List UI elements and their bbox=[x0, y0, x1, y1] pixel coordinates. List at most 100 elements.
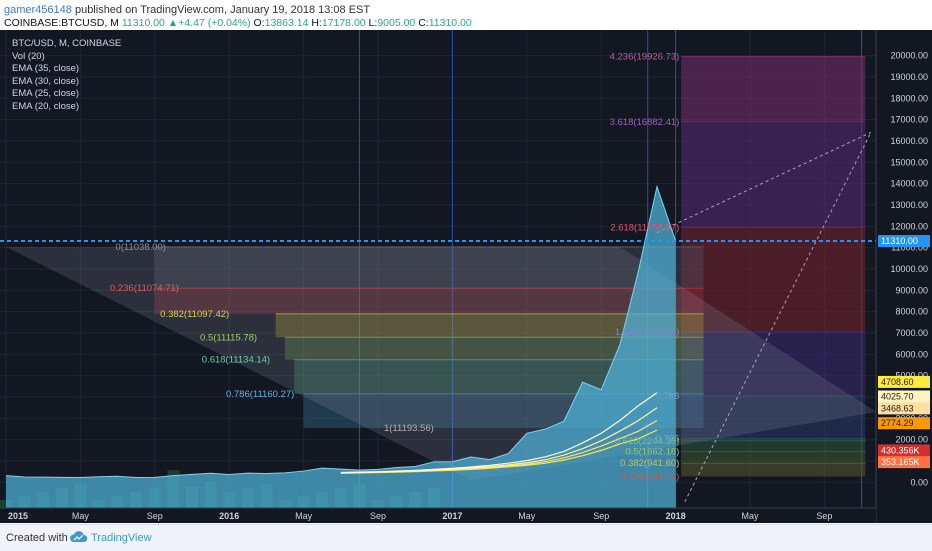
tradingview-cloud-icon[interactable] bbox=[68, 530, 88, 544]
legend-item-vol[interactable]: Vol (20) bbox=[12, 50, 45, 62]
published-text: published on TradingView.com, January 19… bbox=[74, 4, 371, 16]
fib-extension-label: 0.786 bbox=[656, 434, 680, 445]
fib-extension-label: 1.618(7028.93) bbox=[615, 327, 679, 338]
time-axis-tick-label: Sep bbox=[816, 511, 832, 521]
fib-extension-label: 4.236(19926.73) bbox=[610, 52, 680, 63]
open-label: O: bbox=[253, 17, 265, 29]
fib-extension-label: 3.618(16882.41) bbox=[610, 117, 680, 128]
price-series bbox=[0, 184, 876, 508]
price-axis-tick-label: 19000.00 bbox=[890, 72, 928, 82]
ema30-badge: 3468.63 bbox=[881, 403, 914, 413]
tradingview-brand-link[interactable]: TradingView bbox=[91, 532, 152, 544]
volume-badge-1: 430.356K bbox=[881, 445, 920, 455]
price-chart[interactable]: 0(11038.00) 0.236(11074.71) 0.382(11097.42… bbox=[0, 30, 932, 523]
price-line bbox=[5, 184, 677, 478]
fib-retracement-label: 0(11038.00) bbox=[115, 242, 166, 253]
fib-extension-band bbox=[681, 438, 866, 441]
time-axis-background bbox=[0, 508, 876, 523]
ema35-badge: 2774.29 bbox=[881, 418, 914, 428]
fib-labels: 0(11038.00) 0.236(11074.71) 0.382(11097.42… bbox=[110, 52, 679, 483]
publish-line: gamer456148 published on TradingView.com… bbox=[4, 4, 370, 16]
time-axis-tick-label: Sep bbox=[147, 511, 163, 521]
fib-extension-band bbox=[681, 395, 866, 439]
time-axis-tick-label: May bbox=[72, 511, 90, 521]
price-area bbox=[6, 186, 676, 508]
price-axis-tick-label: 9000.00 bbox=[895, 285, 928, 295]
time-axis-tick-label: May bbox=[518, 511, 536, 521]
price-axis-tick-label: 10000.00 bbox=[890, 264, 928, 274]
author-link[interactable]: gamer456148 bbox=[4, 4, 72, 16]
fib-extension-label: 2.618(11955.67) bbox=[610, 222, 679, 233]
price-axis-tick-label: 17000.00 bbox=[890, 115, 928, 125]
fib-extension-band bbox=[681, 227, 866, 332]
fib-retracement-label: 0.236(11074.71) bbox=[110, 283, 179, 294]
ohlc-line: COINBASE:BTCUSD, M 11310.00 ▲+4.47 (+0.0… bbox=[4, 17, 472, 29]
price-axis-background bbox=[876, 30, 932, 523]
fib-extension-zones bbox=[681, 56, 866, 477]
ema-line bbox=[340, 392, 658, 474]
volume-badge-2-bg bbox=[878, 456, 930, 469]
publish-header: gamer456148 published on TradingView.com… bbox=[0, 0, 932, 30]
low-label: L: bbox=[368, 17, 378, 29]
fib-retracement-label: 0.786(11160.27) bbox=[226, 389, 294, 400]
created-with-text: Created with bbox=[6, 532, 68, 544]
legend-title: BTC/USD, M, COINBASE bbox=[12, 38, 122, 49]
fib-extension-band bbox=[681, 440, 866, 452]
fib-extension-label: 0.786 bbox=[656, 391, 680, 402]
ema20-badge: 4708.60 bbox=[881, 377, 914, 387]
ema25-badge-bg bbox=[878, 390, 930, 403]
price-axis-tick-label: 18000.00 bbox=[890, 93, 928, 103]
legend-item-ema25[interactable]: EMA (25, close) bbox=[12, 88, 80, 99]
chart-legend: BTC/USD, M, COINBASE Vol (20) EMA (35, c… bbox=[12, 38, 121, 113]
fib-extension-band bbox=[681, 121, 866, 228]
chart-area[interactable]: 0(11038.00) 0.236(11074.71) 0.382(11097.42… bbox=[0, 30, 932, 523]
high-label: H: bbox=[311, 17, 322, 29]
price-axis-tick-label: 16000.00 bbox=[890, 136, 928, 146]
price-axis-tick-label: 0.00 bbox=[910, 477, 928, 487]
time-axis-tick-label: Sep bbox=[370, 511, 386, 521]
fib-extension-label: 0.618(2244.36) bbox=[615, 436, 679, 447]
dashed-trend-line bbox=[684, 132, 872, 502]
up-arrow-icon: ▲ bbox=[167, 17, 179, 29]
open-value: 13863.14 bbox=[264, 17, 309, 29]
time-axis-tick-label: May bbox=[741, 511, 759, 521]
fib-extension-band bbox=[681, 451, 866, 464]
fib-retracement-label: 0.618(11134.14) bbox=[202, 355, 270, 366]
ema-lines bbox=[340, 392, 658, 474]
fib-extension-band bbox=[681, 463, 866, 477]
time-axis-tick-label: Sep bbox=[593, 511, 609, 521]
fib-retracement-band bbox=[285, 337, 704, 360]
time-axis-tick-label: 2017 bbox=[442, 511, 462, 521]
fib-extension-band bbox=[681, 56, 866, 122]
fib-extension-label: 0.382(941.60) bbox=[620, 458, 679, 469]
legend-item-ema20[interactable]: EMA (20, close) bbox=[12, 100, 80, 112]
fib-extension-label: 0.5(1662.18) bbox=[625, 446, 679, 457]
time-axis[interactable]: 2015 May Sep 2016 May Sep 2017 May Sep 2018 May Sep bbox=[0, 507, 876, 523]
price-axis-tick-label: 5000.00 bbox=[895, 371, 928, 381]
price-axis-tick-label: 14000.00 bbox=[890, 179, 928, 189]
fib-retracement-label: 0.382(11097.42) bbox=[160, 309, 229, 320]
ema25-badge: 4025.70 bbox=[881, 392, 914, 402]
current-price-badge: 11310.00 bbox=[881, 236, 918, 246]
price-axis-tick-label: 15000.00 bbox=[890, 157, 928, 167]
fib-retracement-label: 0.5(11115.78) bbox=[200, 332, 257, 343]
volume-badge-2: 353.165K bbox=[881, 457, 920, 467]
price-axis-tick-label: 11000.00 bbox=[891, 243, 928, 253]
ema35-badge-bg bbox=[878, 417, 930, 430]
high-value: 17178.00 bbox=[321, 17, 366, 29]
symbol-label[interactable]: COINBASE:BTCUSD, M bbox=[4, 17, 119, 29]
close-label: C: bbox=[418, 17, 429, 29]
price-axis-tick-label: 12000.00 bbox=[890, 221, 928, 231]
time-axis-tick-label: 2015 bbox=[8, 511, 28, 521]
low-value: 9005.00 bbox=[377, 17, 416, 29]
fib-retracement-band bbox=[154, 246, 704, 289]
footer-bar: Created with TradingView bbox=[0, 524, 932, 551]
legend-item-ema30[interactable]: EMA (30, close) bbox=[12, 75, 80, 87]
price-axis-tick-label: 13000.00 bbox=[890, 200, 928, 210]
price-axis-tick-label: 8000.00 bbox=[895, 307, 928, 317]
price-axis-tick-label: 2000.00 bbox=[895, 435, 928, 445]
legend-item-ema35[interactable]: EMA (35, close) bbox=[12, 63, 80, 74]
price-axis-tick-label: 6000.00 bbox=[895, 349, 928, 359]
fib-retracement-band bbox=[275, 313, 704, 338]
